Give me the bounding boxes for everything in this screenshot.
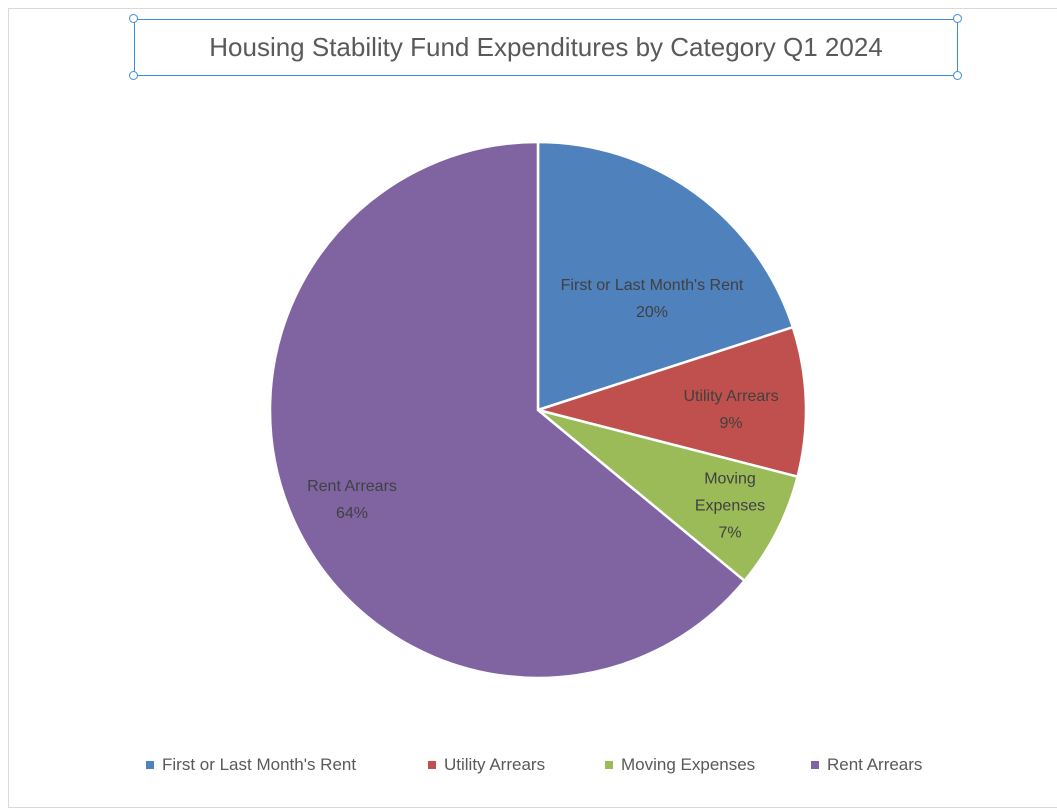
data-label-value: 20%	[635, 304, 669, 321]
pie-slice	[536, 140, 795, 412]
data-label-value: 7%	[718, 524, 742, 542]
legend-entry: Rent Arrears	[811, 754, 922, 776]
legend-label: Rent Arrears	[827, 755, 923, 774]
legend-swatch	[146, 761, 154, 769]
data-label-value: 64%	[335, 505, 369, 522]
data-label-name: Rent Arrears	[307, 478, 397, 495]
data-label: First or Last Month's Rent 20%	[552, 272, 752, 326]
data-label: Rent Arrears 64%	[282, 473, 422, 527]
handle[interactable]	[953, 14, 962, 23]
handle[interactable]	[129, 14, 138, 23]
legend-label: Moving Expenses	[621, 755, 756, 774]
data-label-name: First or Last Month's Rent	[560, 277, 744, 294]
title-box[interactable]: Housing Stability Fund Expenditures by C…	[134, 19, 958, 76]
legend-entry: Utility Arrears	[428, 754, 545, 776]
legend-swatch	[811, 761, 819, 769]
legend-swatch	[428, 761, 436, 769]
handle[interactable]	[129, 71, 138, 80]
data-label-name: Moving Expenses	[694, 470, 766, 515]
data-label-name: Utility Arrears	[683, 388, 779, 405]
pie-slice	[268, 140, 747, 680]
chart-title: Housing Stability Fund Expenditures by C…	[209, 32, 883, 62]
pie-slice	[533, 325, 808, 479]
legend-entry: Moving Expenses	[605, 754, 755, 776]
data-label-value: 9%	[719, 415, 743, 432]
legend-label: Utility Arrears	[444, 755, 546, 774]
legend-entry: First or Last Month's Rent	[146, 754, 356, 776]
data-label: Utility Arrears 9%	[661, 383, 801, 437]
legend-swatch	[605, 761, 613, 769]
pie-slice	[537, 408, 800, 583]
handle[interactable]	[953, 71, 962, 80]
data-label: Moving Expenses 7%	[680, 466, 780, 547]
legend-label: First or Last Month's Rent	[162, 755, 357, 774]
